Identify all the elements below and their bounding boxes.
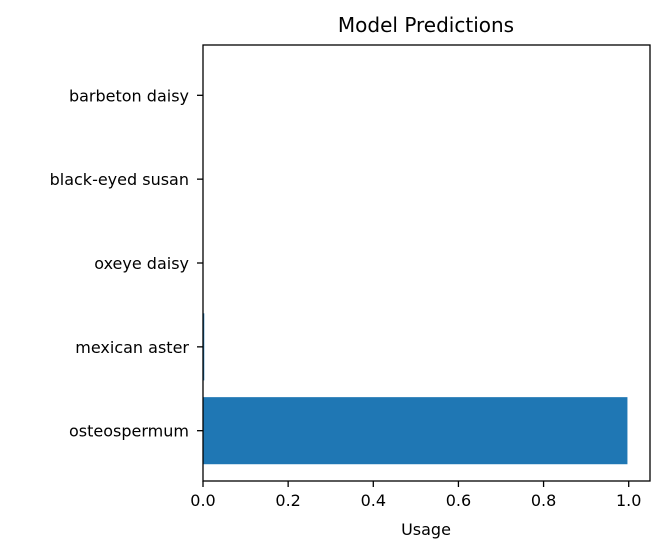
bar-osteospermum bbox=[203, 397, 628, 465]
y-tick-label-osteospermum: osteospermum bbox=[69, 422, 189, 441]
y-tick-label-mexican-aster: mexican aster bbox=[75, 338, 189, 357]
x-axis: 0.0 0.2 0.4 0.6 0.8 1.0 bbox=[190, 481, 641, 510]
x-tick-label-0-4: 0.4 bbox=[361, 491, 386, 510]
y-tick-label-black-eyed-susan: black-eyed susan bbox=[50, 170, 189, 189]
x-tick-label-0-6: 0.6 bbox=[446, 491, 471, 510]
chart-title: Model Predictions bbox=[338, 13, 514, 37]
x-axis-label: Usage bbox=[401, 520, 451, 539]
x-tick-label-0-2: 0.2 bbox=[275, 491, 300, 510]
bars bbox=[203, 313, 628, 465]
x-tick-label-0-0: 0.0 bbox=[190, 491, 215, 510]
x-tick-label-0-8: 0.8 bbox=[531, 491, 556, 510]
y-axis: barbeton daisy black-eyed susan oxeye dais… bbox=[50, 86, 203, 441]
plot-frame bbox=[202, 44, 651, 482]
y-tick-label-barbeton-daisy: barbeton daisy bbox=[69, 86, 189, 105]
y-tick-label-oxeye-daisy: oxeye daisy bbox=[94, 254, 189, 273]
x-tick-label-1-0: 1.0 bbox=[616, 491, 641, 510]
